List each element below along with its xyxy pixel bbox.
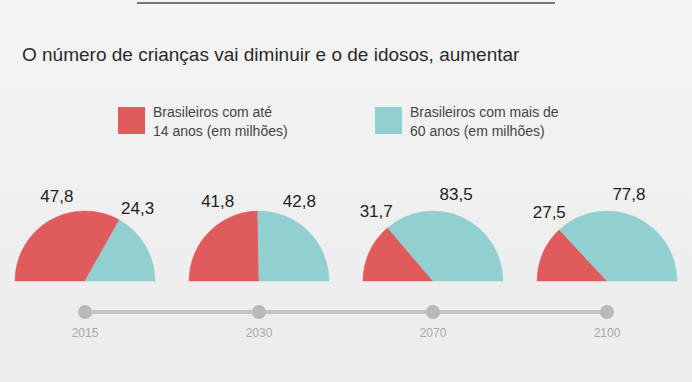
data-label: 83,5 (440, 185, 473, 204)
chart-root: O número de crianças vai diminuir e o de… (0, 0, 692, 382)
data-label: 41,8 (201, 192, 234, 211)
half-pie-slice (559, 211, 677, 281)
year-label: 2100 (594, 326, 621, 340)
timeline (85, 310, 607, 314)
year-label: 2015 (72, 326, 99, 340)
year-label: 2070 (420, 326, 447, 340)
legend-swatch (118, 107, 145, 134)
chart-svg: O número de crianças vai diminuir e o de… (0, 0, 692, 382)
timeline-dot (426, 305, 440, 319)
legend-label: Brasileiros com mais de 60 anos (em milh… (410, 103, 572, 141)
data-label: 42,8 (283, 192, 316, 211)
data-label: 77,8 (612, 185, 645, 204)
pies (15, 211, 677, 281)
data-label: 24,3 (121, 199, 154, 218)
timeline-dot (252, 305, 266, 319)
year-label: 2030 (246, 326, 273, 340)
half-pie-slice (258, 211, 329, 281)
labels: 47,8 24,3 41,8 42,8 31,7 83,5 27,5 77,8 (40, 185, 645, 222)
timeline-dot (78, 305, 92, 319)
half-pie-slice (189, 211, 259, 281)
timeline-dot (600, 305, 614, 319)
top-rule (137, 2, 555, 4)
half-pie-slice (85, 220, 155, 281)
data-label: 27,5 (533, 203, 566, 222)
title: O número de crianças vai diminuir e o de… (22, 44, 520, 65)
data-label: 31,7 (360, 202, 393, 221)
legend-swatch (375, 107, 402, 134)
data-label: 47,8 (40, 187, 73, 206)
legend-label: Brasileiros com até 14 anos (em milhões) (153, 103, 288, 141)
half-pie-slice (388, 211, 503, 281)
